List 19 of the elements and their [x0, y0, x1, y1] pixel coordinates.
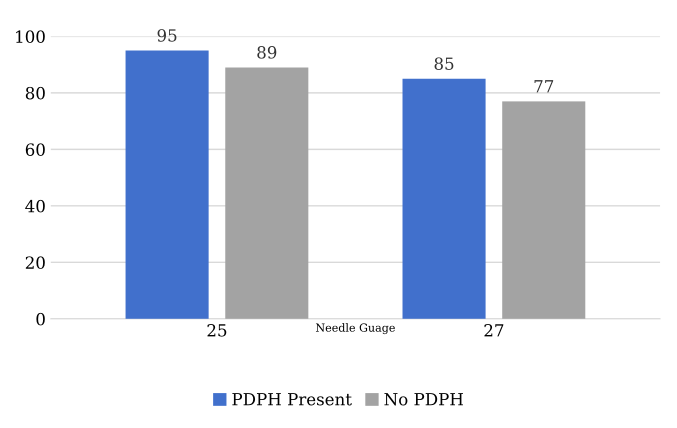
bar: [402, 78, 486, 319]
x-tick-label: 25: [207, 324, 226, 337]
data-label: 85: [434, 57, 454, 70]
data-label: 77: [534, 80, 554, 92]
bar: [126, 50, 209, 319]
x-tick-label: 27: [484, 324, 504, 336]
y-tick-label: 40: [25, 200, 45, 212]
y-tick-label: 0: [36, 312, 45, 326]
y-tick-label: 20: [26, 256, 45, 269]
data-label: 89: [257, 46, 276, 59]
y-tick-label: 80: [26, 86, 45, 100]
y-tick-label: 60: [26, 143, 45, 156]
legend-label: No PDPH: [384, 393, 463, 406]
legend-label: PDPH Present: [232, 393, 352, 406]
bar: [225, 67, 308, 319]
y-tick-label: 100: [16, 30, 45, 43]
x-axis-title: Needle Guage: [316, 323, 395, 334]
data-label: 95: [158, 29, 176, 42]
bar: [502, 101, 586, 319]
